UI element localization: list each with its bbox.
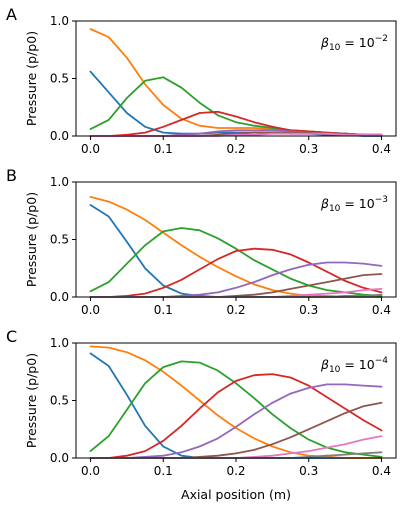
beta-exponent: −4 <box>375 356 389 366</box>
x-tick-label: 0.2 <box>226 303 245 317</box>
x-tick-label: 0.4 <box>372 142 391 156</box>
x-tick-label: 0.0 <box>81 303 100 317</box>
beta-exponent: −2 <box>375 34 388 44</box>
y-axis-label: Pressure (p/p0) <box>24 353 39 448</box>
x-tick-label: 0.3 <box>299 142 318 156</box>
panel-label: C <box>6 327 17 346</box>
beta-symbol: β <box>320 357 329 372</box>
x-tick-label: 0.3 <box>299 464 318 478</box>
beta-symbol: β <box>320 196 329 211</box>
series-line-3 <box>89 360 383 458</box>
series-line-4 <box>89 247 383 298</box>
beta-equals: = 10 <box>340 196 374 211</box>
x-tick-label: 0.4 <box>372 303 391 317</box>
panel-label: A <box>6 5 17 24</box>
series-line-2 <box>89 345 383 459</box>
beta-subscript: 10 <box>329 43 341 53</box>
series-line-3 <box>89 227 383 297</box>
x-tick-label: 0.1 <box>154 142 173 156</box>
x-tick-label: 0.2 <box>226 464 245 478</box>
y-axis-label: Pressure (p/p0) <box>24 192 39 287</box>
y-axis-label: Pressure (p/p0) <box>24 31 39 126</box>
x-tick-label: 0.3 <box>299 303 318 317</box>
x-tick-label: 0.2 <box>226 142 245 156</box>
y-tick-label: 0.0 <box>50 290 69 304</box>
series-line-1 <box>89 70 383 137</box>
series-line-3 <box>89 76 383 136</box>
beta-subscript: 10 <box>329 204 341 214</box>
y-tick-label: 0.5 <box>50 233 69 247</box>
x-tick-label: 0.1 <box>154 303 173 317</box>
series-line-4 <box>89 373 383 459</box>
y-tick-label: 1.0 <box>50 14 69 28</box>
y-tick-label: 1.0 <box>50 175 69 189</box>
beta-subscript: 10 <box>329 365 341 375</box>
beta-equals: = 10 <box>340 357 374 372</box>
y-tick-label: 0.5 <box>50 72 69 86</box>
y-tick-label: 0.0 <box>50 129 69 143</box>
beta-annotation: β10 = 10−4 <box>320 356 388 375</box>
panel-c: 0.0 0.1 0.2 0.3 0.4 0.0 0.5 1.0 Pressure (p/p0) C… <box>6 327 397 478</box>
x-tick-label: 0.4 <box>372 464 391 478</box>
y-tick-label: 1.0 <box>50 336 69 350</box>
beta-exponent: −3 <box>375 195 388 205</box>
x-tick-label: 0.0 <box>81 464 100 478</box>
beta-symbol: β <box>320 35 329 50</box>
beta-annotation: β10 = 10−2 <box>320 34 388 53</box>
y-tick-label: 0.5 <box>50 394 69 408</box>
beta-equals: = 10 <box>340 35 374 50</box>
x-tick-label: 0.1 <box>154 464 173 478</box>
x-tick-label: 0.0 <box>81 142 100 156</box>
shared-x-axis-label: Axial position (m) <box>181 487 291 502</box>
panel-b: 0.0 0.1 0.2 0.3 0.4 0.0 0.5 1.0 Pressure (p/p0) B… <box>6 166 397 317</box>
panel-label: B <box>6 166 17 185</box>
beta-annotation: β10 = 10−3 <box>320 195 388 214</box>
series-line-5 <box>89 383 383 459</box>
y-tick-label: 0.0 <box>50 451 69 465</box>
panel-a: 0.0 0.1 0.2 0.3 0.4 0.0 0.5 1.0 Pressure (p/p0) A… <box>6 5 397 156</box>
